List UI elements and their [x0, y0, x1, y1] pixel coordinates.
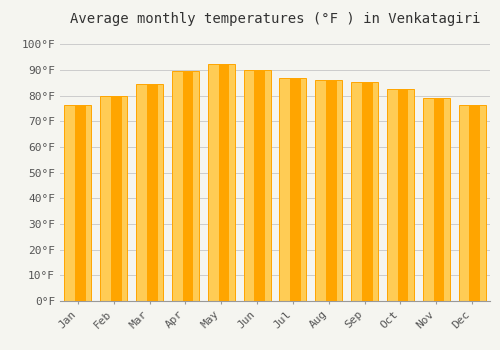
Bar	[316, 80, 342, 301]
Bar	[280, 78, 306, 301]
Bar	[172, 71, 199, 301]
Bar	[362, 82, 372, 301]
Bar	[387, 89, 414, 301]
Bar	[208, 64, 234, 301]
Bar	[434, 98, 444, 301]
Bar	[290, 78, 301, 301]
Bar	[100, 96, 127, 301]
Bar	[218, 64, 230, 301]
Bar	[147, 84, 158, 301]
Bar	[470, 105, 480, 301]
Bar	[64, 105, 92, 301]
Bar	[75, 105, 86, 301]
Title: Average monthly temperatures (°F ) in Venkatagiri: Average monthly temperatures (°F ) in Ve…	[70, 12, 480, 26]
Bar	[111, 96, 122, 301]
Bar	[136, 84, 163, 301]
Bar	[458, 105, 485, 301]
Bar	[244, 70, 270, 301]
Bar	[423, 98, 450, 301]
Bar	[398, 89, 408, 301]
Bar	[182, 71, 194, 301]
Bar	[351, 82, 378, 301]
Bar	[326, 80, 337, 301]
Bar	[254, 70, 265, 301]
